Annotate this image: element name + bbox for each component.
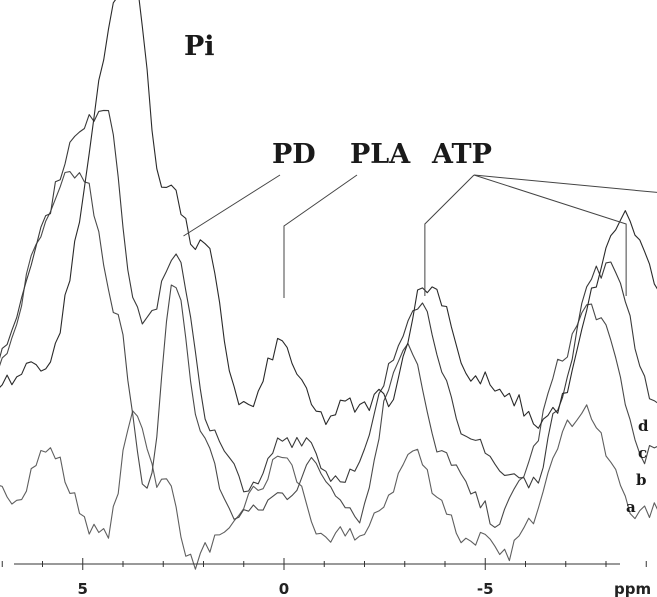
- trace-label-d: d: [638, 417, 649, 435]
- spectrum-traces: [0, 0, 657, 570]
- trace-label-c: c: [638, 444, 647, 462]
- x-axis: 151050-5-10-15-20: [1, 558, 647, 597]
- x-axis-unit-label: ppm: [614, 580, 651, 597]
- spectrum-trace-a: [0, 404, 657, 570]
- spectrum-trace-c: [0, 109, 657, 493]
- peak-label-atp: ATP: [431, 139, 492, 170]
- x-tick-label: 5: [78, 580, 88, 597]
- leader-line-pla: [283, 174, 358, 298]
- leader-line-atp: [473, 174, 627, 296]
- trace-label-b: b: [636, 471, 647, 489]
- leader-line-atp: [473, 174, 657, 193]
- leader-line-atp: [424, 174, 475, 296]
- trace-label-a: a: [626, 498, 636, 516]
- peak-labels: Pi PD PLA ATP: [184, 31, 492, 170]
- x-tick-label: 0: [279, 580, 289, 597]
- peak-label-pla: PLA: [350, 139, 411, 170]
- x-tick-label: -5: [477, 580, 494, 597]
- spectrum-trace-d: [0, 0, 657, 429]
- leader-line-pd: [183, 174, 281, 237]
- spectrum-trace-b: [0, 171, 657, 528]
- peak-label-pd: PD: [272, 139, 316, 170]
- peak-label-pi: Pi: [184, 31, 215, 62]
- peak-leader-lines: [183, 174, 657, 298]
